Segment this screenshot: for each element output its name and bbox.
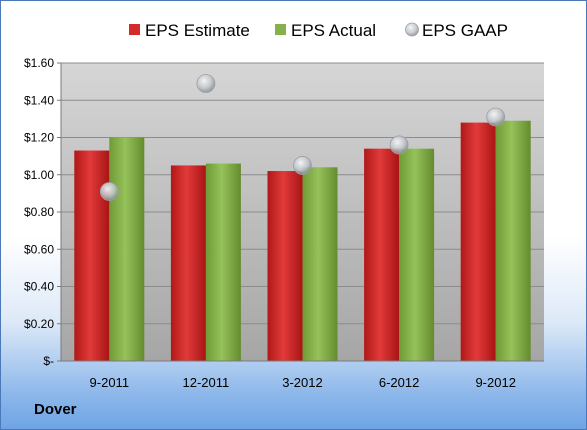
estimate-bar [460,122,496,361]
estimate-bar [267,171,303,361]
gaap-marker [389,135,409,155]
y-tick-label: $1.40 [24,93,54,107]
gaap-marker [99,182,119,201]
y-axis: $- $0.20 $0.40 $0.60 $0.80 $1.00 $1.20 $1.40 $1.… [24,56,62,368]
x-tick-label: 6-2012 [379,375,419,390]
gaap-marker [293,156,312,175]
gaap-marker [486,107,506,127]
y-tick-label: $0.60 [24,242,54,256]
y-tick-label: $1.20 [24,131,54,145]
legend-actual-swatch [275,24,286,35]
x-axis: 9-2011 12-2011 3-2012 6-2012 9-2012 [61,360,544,390]
legend: EPS Estimate EPS Actual EPS GAAP [129,21,508,40]
estimate-bar [74,150,110,361]
company-name: Dover [34,401,77,418]
x-tick-label: 12-2011 [183,375,230,390]
y-tick-label: $1.00 [24,168,54,182]
gaap-marker [196,74,216,93]
x-tick-label: 9-2011 [90,375,130,390]
y-tick-label: $0.80 [24,205,54,219]
x-tick-label: 9-2012 [475,375,515,390]
legend-gaap-swatch [405,22,419,37]
bars [74,120,531,361]
actual-bar [495,120,531,361]
estimate-bar [170,165,206,361]
y-tick-label: $- [43,354,54,368]
actual-bar [302,167,338,361]
y-tick-label: $0.20 [24,317,54,331]
legend-estimate-swatch [129,24,140,35]
actual-bar [109,137,145,361]
gaap-markers [99,74,506,201]
estimate-bar [364,148,400,361]
actual-bar [399,148,435,361]
legend-estimate-label: EPS Estimate [145,21,250,40]
y-tick-label: $1.60 [24,56,54,70]
legend-gaap-label: EPS GAAP [422,21,508,40]
x-tick-label: 3-2012 [282,375,322,390]
y-tick-label: $0.40 [24,280,54,294]
legend-actual-label: EPS Actual [291,21,376,40]
actual-bar [205,163,241,361]
